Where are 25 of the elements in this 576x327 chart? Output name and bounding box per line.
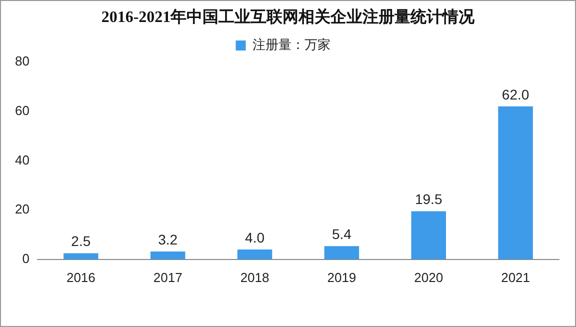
- x-tick-label: 2021: [501, 270, 530, 285]
- y-tick-label: 80: [14, 54, 30, 69]
- bar: [237, 250, 272, 260]
- y-tick-label: 60: [14, 102, 30, 118]
- y-tick-label: 0: [22, 250, 30, 266]
- bar: [411, 211, 446, 260]
- x-tick-label: 2019: [327, 270, 356, 285]
- bar: [324, 246, 360, 260]
- x-tick-label: 2017: [153, 270, 182, 285]
- bar: [498, 106, 533, 260]
- data-label: 3.2: [158, 231, 178, 248]
- bar: [150, 252, 186, 260]
- legend-label: 注册量：万家: [252, 36, 330, 53]
- chart-title: 2016-2021年中国工业互联网相关企业注册量统计情况: [100, 7, 476, 28]
- y-tick-label: 20: [14, 202, 30, 217]
- data-label: 5.4: [332, 226, 352, 242]
- bar: [64, 253, 98, 260]
- x-tick-label: 2020: [414, 270, 444, 285]
- x-tick-label: 2018: [240, 270, 270, 285]
- x-tick-label: 2016: [66, 270, 96, 285]
- data-label: 62.0: [502, 86, 530, 102]
- data-label: 4.0: [245, 229, 265, 246]
- data-label: 19.5: [414, 191, 442, 208]
- y-tick-label: 40: [14, 152, 30, 168]
- data-label: 2.5: [71, 233, 91, 250]
